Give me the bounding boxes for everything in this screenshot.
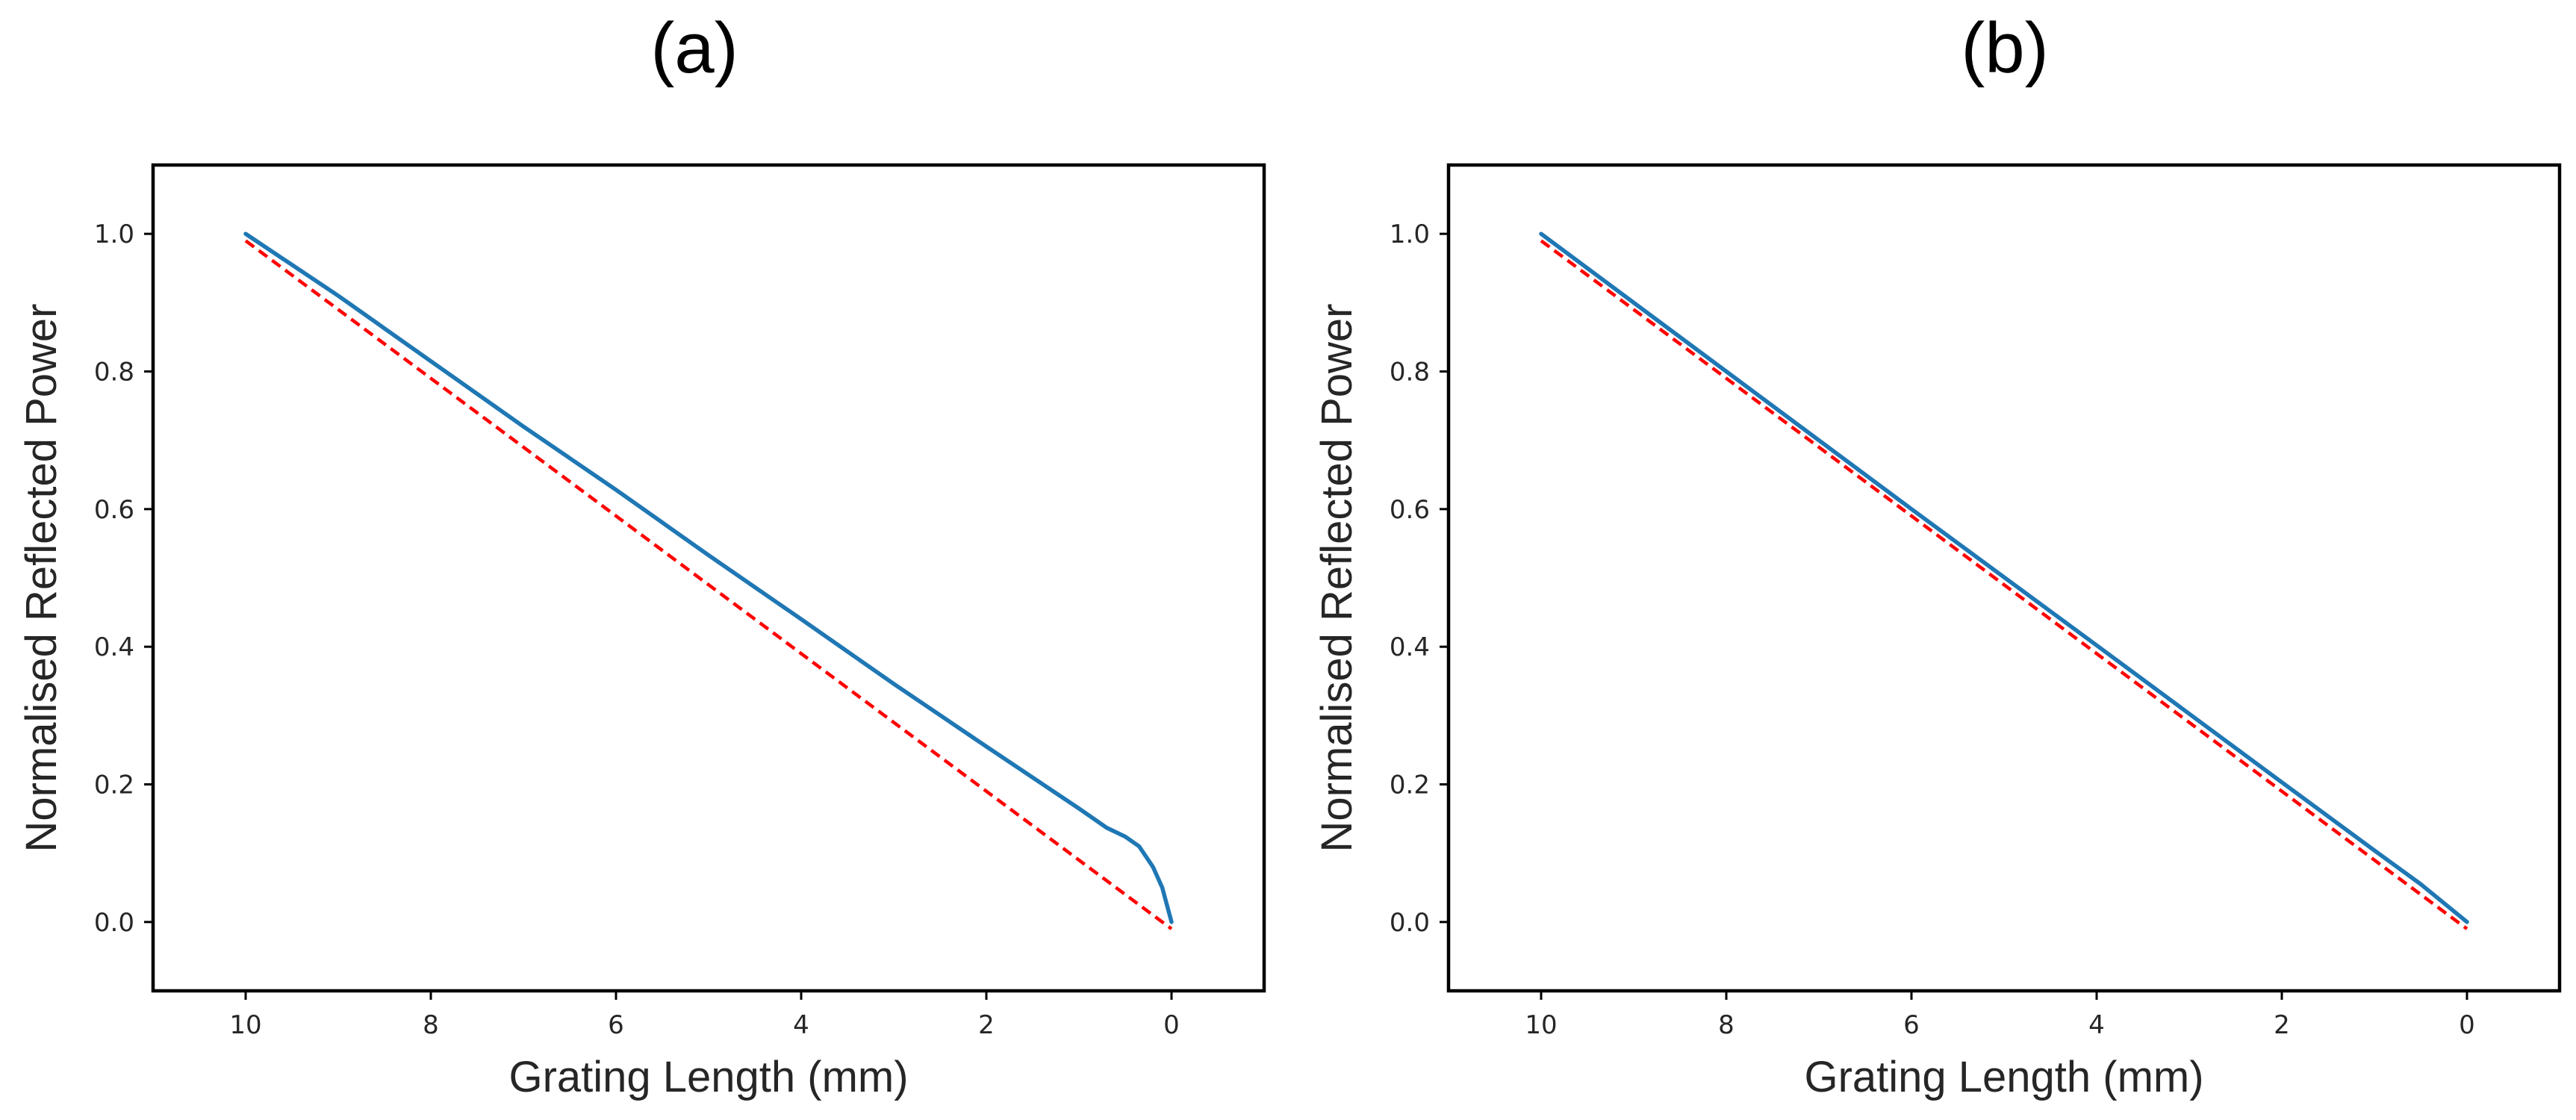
y-tick-label: 0.6 [1390, 495, 1430, 525]
series-line-linear [244, 239, 1173, 930]
y-tick-label: 0.0 [1390, 908, 1430, 938]
series-line-simulated [1539, 231, 2469, 924]
y-tick-label: 0.8 [94, 358, 134, 388]
x-tick-label: 6 [608, 1010, 624, 1040]
panel-label-a: (a) [650, 8, 738, 88]
x-axis-label: Grating Length (mm) [508, 1053, 908, 1101]
x-tick-label: 2 [2274, 1010, 2290, 1040]
y-tick-label: 0.0 [94, 908, 134, 938]
plot-frame [151, 163, 1266, 993]
x-tick-label: 8 [1718, 1010, 1735, 1040]
x-tick-label: 0 [2459, 1010, 2475, 1040]
x-tick-label: 8 [423, 1010, 439, 1040]
chart-a: 10 8 6 4 2 0 0.0 0.2 0.4 0.6 0.8 1.0 Grating Length … [17, 163, 1266, 1101]
x-tick-label: 2 [978, 1010, 995, 1040]
x-tick-label: 4 [2088, 1010, 2105, 1040]
y-tick-label: 0.8 [1390, 358, 1430, 388]
y-tick-label: 0.6 [94, 495, 134, 525]
x-tick-label: 4 [793, 1010, 809, 1040]
y-tick-label: 0.2 [1390, 771, 1430, 800]
x-tick-label: 6 [1903, 1010, 1920, 1040]
panel-label-b: (b) [1961, 8, 2049, 88]
y-tick-label: 1.0 [94, 220, 134, 249]
x-tick-label: 10 [1525, 1010, 1557, 1040]
series-line-linear [1540, 239, 2468, 930]
chart-b: 10 8 6 4 2 0 0.0 0.2 0.4 0.6 0.8 1.0 Grating Length … [1313, 163, 2562, 1101]
y-tick-label: 0.2 [94, 771, 134, 800]
x-tick-label: 10 [229, 1010, 261, 1040]
x-tick-label: 0 [1163, 1010, 1180, 1040]
chart-panel-b: (b) 10 8 6 4 2 0 0.0 0.2 0.4 0.6 0.8 1.0 Grating Len… [1288, 0, 2576, 1120]
x-axis-label: Grating Length (mm) [1804, 1053, 2203, 1101]
y-tick-label: 0.4 [1390, 632, 1430, 662]
y-axis-label: Normalised Reflected Power [1313, 304, 1361, 853]
y-axis-label: Normalised Reflected Power [17, 304, 66, 853]
chart-panel-a: (a) 10 8 6 4 2 0 0.0 0.2 0.4 0.6 0.8 1.0 Grating Len… [17, 8, 1266, 1101]
series-line-simulated [243, 231, 1174, 924]
y-tick-label: 0.4 [94, 632, 134, 662]
plot-frame [1446, 163, 2562, 993]
y-tick-label: 1.0 [1390, 220, 1430, 249]
